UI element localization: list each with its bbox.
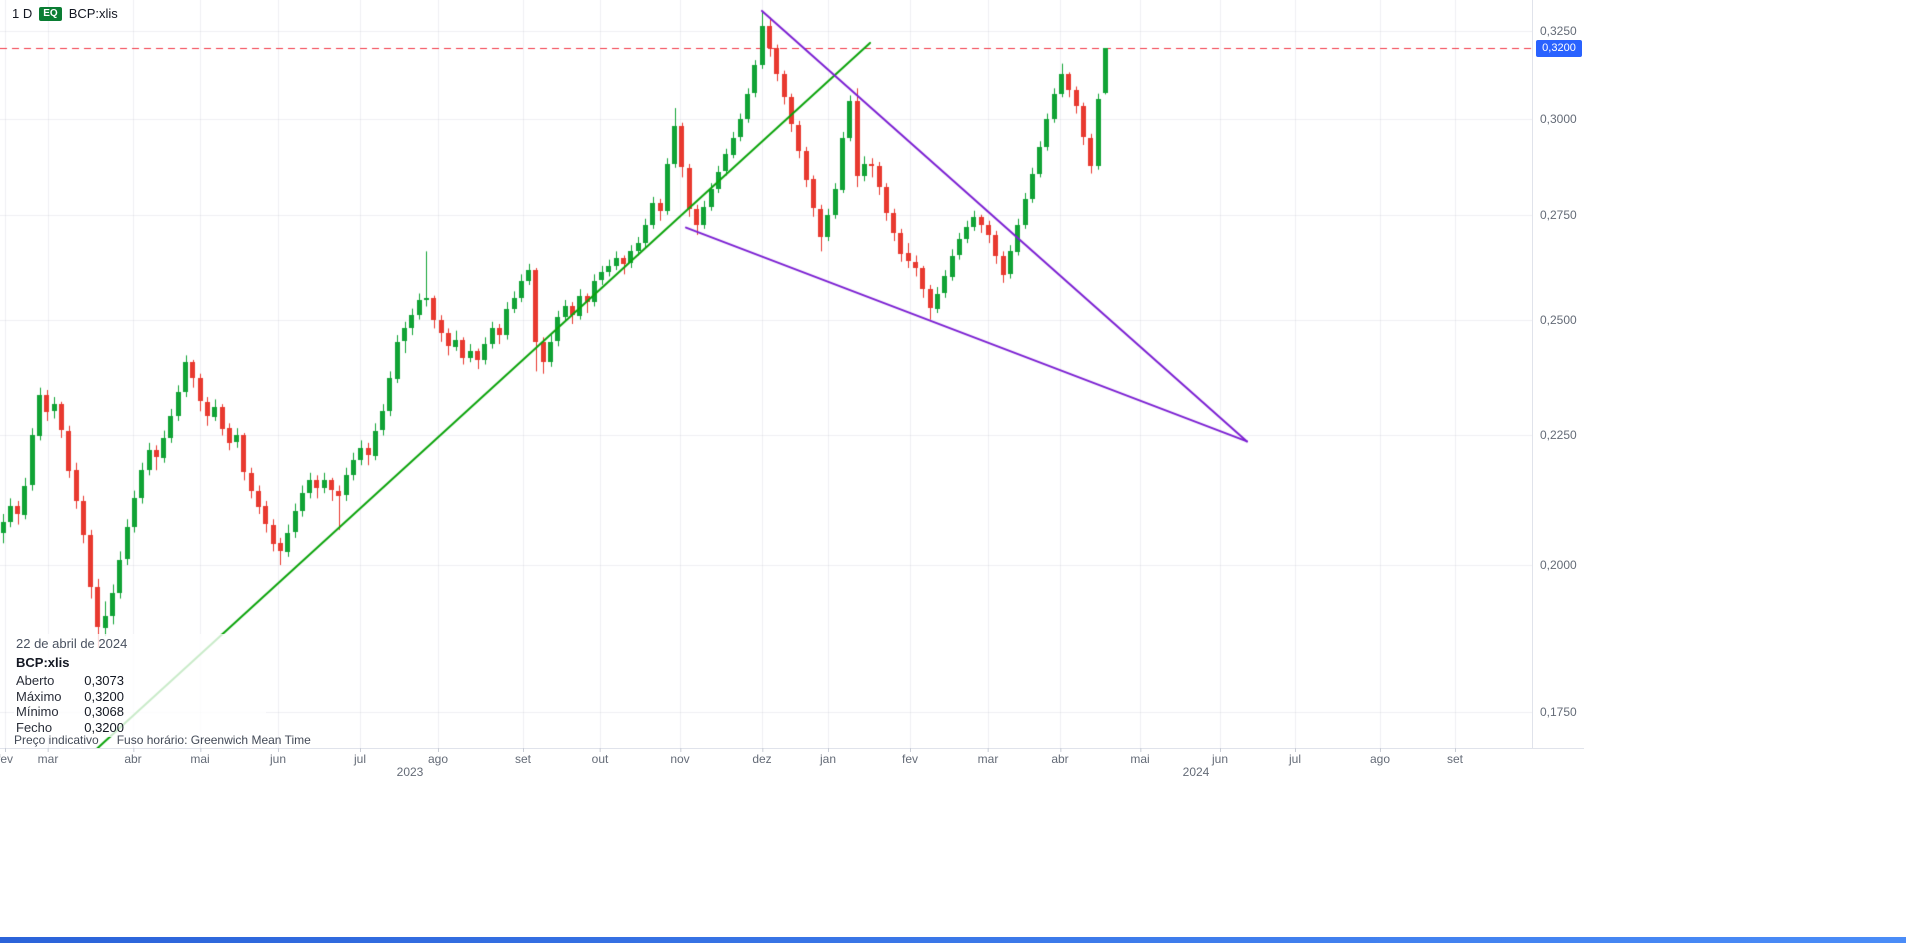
time-tick-label: ago <box>1369 748 1391 766</box>
price-tick-label: 0,2750 <box>1540 207 1577 222</box>
time-tick-label: abr <box>1051 748 1069 766</box>
price-tick-label: 0,1750 <box>1540 704 1577 719</box>
price-tick-label: 0,2250 <box>1540 428 1577 443</box>
time-tick-label: jun <box>269 748 287 766</box>
chart-legend: 1 D EQ BCP:xlis <box>12 6 118 21</box>
tooltip-high-value: 0,3200 <box>84 688 124 704</box>
time-tick-label: nov <box>670 748 690 766</box>
last-price-tag: 0,3200 <box>1536 39 1582 57</box>
time-tick-label: mar <box>977 748 999 766</box>
year-label: 2024 <box>1182 765 1210 779</box>
time-tick-label: jun <box>1211 748 1229 766</box>
time-tick-label: jan <box>819 748 837 766</box>
price-tick-label: 0,3000 <box>1540 112 1577 127</box>
time-tick-label: set <box>514 748 532 766</box>
price-tick-label: 0,2500 <box>1540 312 1577 327</box>
tooltip-close-label: Fecho <box>16 719 53 735</box>
time-tick-label: dez <box>752 748 772 766</box>
price-axis[interactable]: 0,3250 0,3000 0,2750 0,2500 0,2250 0,200… <box>1532 0 1584 748</box>
timezone-note: Fuso horário: Greenwich Mean Time <box>116 733 311 747</box>
indicative-price-note: Preço indicativo <box>14 733 99 747</box>
tooltip-open-row: Aberto 0,3073 <box>16 673 124 689</box>
time-tick-label: fev <box>901 748 919 766</box>
time-tick-label: mai <box>1130 748 1150 766</box>
price-chart: 1 D EQ BCP:xlis 0,3250 0,3000 0,2750 0,2… <box>0 0 1584 779</box>
time-tick-label: set <box>1446 748 1464 766</box>
tooltip-date: 22 de abril de 2024 <box>16 636 128 651</box>
tooltip-low-value: 0,3068 <box>84 704 124 719</box>
time-tick-label: mai <box>190 748 210 766</box>
tooltip-open-label: Aberto <box>16 673 55 688</box>
tooltip-low-row: Mínimo 0,3068 <box>16 704 124 720</box>
chart-footer: Preço indicativo Fuso horário: Greenwich… <box>14 733 311 747</box>
time-tick-label: fev <box>0 748 13 766</box>
time-tick-label: abr <box>124 748 142 766</box>
time-tick-label: jul <box>1288 748 1302 766</box>
price-tick-label: 0,2000 <box>1540 558 1577 573</box>
instrument-type-badge: EQ <box>39 6 62 21</box>
time-tick-label: mar <box>37 748 59 766</box>
time-tick-label: out <box>591 748 609 766</box>
time-tick-label: jul <box>353 748 367 766</box>
year-label: 2023 <box>396 765 424 779</box>
price-chart-canvas[interactable] <box>0 0 1532 748</box>
time-axis[interactable]: fev mar abr mai jun jul ago set out nov … <box>0 748 1584 779</box>
tooltip-symbol: BCP:xlis <box>16 654 70 670</box>
tooltip-high-label: Máximo <box>16 688 62 704</box>
ohlc-tooltip: 22 de abril de 2024 BCP:xlis Aberto 0,30… <box>14 634 266 737</box>
symbol-label: BCP:xlis <box>68 6 118 21</box>
tooltip-open-value: 0,3073 <box>84 673 124 688</box>
time-tick-label: ago <box>427 748 449 766</box>
timeframe-label: 1 D <box>12 6 33 21</box>
tooltip-low-label: Mínimo <box>16 704 59 719</box>
tooltip-close-value: 0,3200 <box>84 719 124 735</box>
tooltip-high-row: Máximo 0,3200 <box>16 689 124 705</box>
bottom-accent-bar <box>0 937 1906 943</box>
price-tick-label: 0,3250 <box>1540 24 1577 38</box>
tooltip-close-row: Fecho 0,3200 <box>16 720 124 736</box>
